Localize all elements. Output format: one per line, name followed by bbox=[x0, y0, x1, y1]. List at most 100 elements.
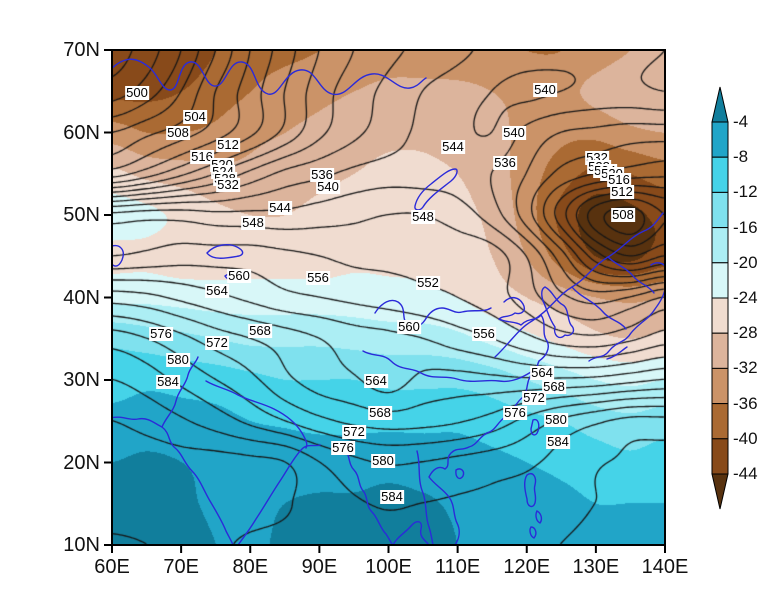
lat-tick-label: 20N bbox=[63, 451, 100, 474]
gulf-of-thailand-coastline bbox=[392, 521, 430, 545]
contour-label: 572 bbox=[342, 424, 366, 439]
contour-label: 512 bbox=[610, 184, 634, 199]
indus-river bbox=[161, 356, 199, 428]
lon-tick-label: 140E bbox=[641, 556, 689, 578]
lat-tick-label: 50N bbox=[63, 204, 100, 226]
lon-tick-label: 130E bbox=[572, 556, 620, 578]
arctic-coastline bbox=[112, 58, 427, 96]
lat-tick-label: 40N bbox=[63, 286, 100, 309]
lat-tick-label: 60N bbox=[63, 121, 100, 144]
colorbar-segment bbox=[711, 262, 729, 299]
hokkaido-coastline bbox=[650, 262, 665, 267]
colorbar-tick-label: -32 bbox=[733, 358, 758, 378]
colorbar bbox=[711, 86, 729, 510]
contour-labels-layer: 5005045085125165205245285325365405445485… bbox=[112, 50, 665, 545]
colorbar-segment bbox=[711, 156, 729, 193]
contour-label: 584 bbox=[546, 434, 570, 449]
japan-coastline bbox=[588, 288, 665, 362]
taiwan-outline bbox=[530, 418, 540, 436]
contour-label: 564 bbox=[530, 365, 554, 380]
contour-label: 556 bbox=[472, 326, 496, 341]
contour-label: 540 bbox=[533, 82, 557, 97]
yellow-river bbox=[374, 299, 492, 328]
contour-label: 564 bbox=[364, 373, 388, 388]
contour-label: 560 bbox=[227, 268, 251, 283]
colorbar-tick-label: -16 bbox=[733, 217, 758, 237]
contour-label: 584 bbox=[380, 489, 404, 504]
contour-label: 560 bbox=[397, 319, 421, 334]
lat-tick-label: 10N bbox=[63, 534, 100, 556]
colorbar-tick-label: -40 bbox=[733, 428, 758, 448]
india-west-coastline bbox=[112, 416, 234, 545]
colorbar-tick-label: -4 bbox=[733, 112, 749, 131]
colorbar-segment bbox=[711, 367, 729, 405]
lon-tick-label: 70E bbox=[163, 556, 199, 578]
lon-tick-label: 90E bbox=[301, 556, 338, 578]
lon-tick-label: 80E bbox=[232, 556, 269, 578]
coastlines bbox=[112, 58, 665, 545]
colorbar-tick-label: -36 bbox=[733, 393, 758, 413]
contour-label: 576 bbox=[503, 405, 527, 420]
hainan-outline bbox=[455, 468, 465, 480]
amur-river-branch-east bbox=[607, 256, 655, 294]
philippines-luzon-outline bbox=[524, 473, 537, 508]
contour-label: 576 bbox=[149, 326, 173, 341]
lon-tick-label: 110E bbox=[435, 556, 481, 578]
colorbar-segment bbox=[711, 403, 729, 440]
colorbar-warm-arrow bbox=[711, 86, 729, 123]
colorbar-tick-label: -24 bbox=[733, 288, 758, 307]
contour-label: 544 bbox=[441, 139, 465, 154]
contour-label: 576 bbox=[331, 440, 355, 455]
contour-label: 548 bbox=[241, 215, 265, 230]
colorbar-segment bbox=[711, 297, 729, 334]
contour-label: 568 bbox=[248, 323, 272, 338]
contour-label: 568 bbox=[368, 405, 392, 420]
contour-label: 516 bbox=[607, 172, 631, 187]
contour-label: 536 bbox=[310, 167, 334, 182]
amur-river-branch-south bbox=[571, 286, 627, 330]
contour-label: 572 bbox=[522, 390, 546, 405]
contour-label: 580 bbox=[371, 453, 395, 468]
lat-tick-label: 70N bbox=[63, 39, 100, 61]
contour-label: 512 bbox=[216, 137, 240, 152]
contour-label: 548 bbox=[411, 209, 435, 224]
contour-label: 544 bbox=[268, 200, 292, 215]
colorbar-segment bbox=[711, 121, 729, 158]
colorbar-segment bbox=[711, 227, 729, 264]
contour-label: 564 bbox=[205, 283, 229, 298]
contour-label: 572 bbox=[205, 335, 229, 350]
contour-label: 540 bbox=[502, 125, 526, 140]
contour-label: 532 bbox=[216, 177, 240, 192]
lon-tick-label: 100E bbox=[365, 556, 412, 578]
contour-label: 540 bbox=[316, 179, 340, 194]
colorbar-tick-label: -28 bbox=[733, 323, 758, 343]
aral-sea-outline bbox=[112, 244, 124, 267]
contour-label: 500 bbox=[125, 85, 149, 100]
philippines-palawan-outline bbox=[529, 526, 537, 539]
colorbar-tick-label: -12 bbox=[733, 182, 758, 202]
contour-label: 504 bbox=[183, 109, 207, 124]
colorbar-tick-label: -8 bbox=[733, 147, 749, 167]
colorbar-segment bbox=[711, 332, 729, 369]
colorbar-tick-label: -44 bbox=[733, 464, 758, 483]
contour-label: 508 bbox=[166, 125, 190, 140]
contour-label: 516 bbox=[190, 149, 214, 164]
lon-tick-label: 120E bbox=[503, 556, 551, 578]
philippines-island-outline bbox=[535, 510, 543, 524]
contour-label: 580 bbox=[166, 352, 190, 367]
colorbar-segment bbox=[711, 438, 729, 475]
japan-shikoku-coastline bbox=[606, 346, 628, 360]
contour-label: 568 bbox=[542, 379, 566, 394]
lake-baikal-outline bbox=[414, 168, 458, 211]
burma-coastline bbox=[343, 445, 394, 545]
colorbar-cold-arrow bbox=[711, 473, 729, 510]
contour-label: 552 bbox=[416, 275, 440, 290]
amur-river bbox=[494, 212, 664, 358]
contour-label: 536 bbox=[493, 155, 517, 170]
mekong-river bbox=[416, 450, 434, 545]
contour-label: 580 bbox=[544, 412, 568, 427]
yangtze-river bbox=[362, 350, 532, 383]
colorbar-segment bbox=[711, 191, 729, 229]
